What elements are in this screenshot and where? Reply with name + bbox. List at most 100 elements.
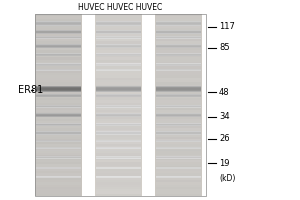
Bar (36, 23, 81, 25)
Bar (36, 187, 81, 189)
Bar (36, 73, 81, 75)
Bar (96, 150, 141, 153)
Bar (97, 24, 141, 25)
Bar (96, 166, 141, 169)
Bar (96, 155, 141, 157)
Bar (156, 41, 201, 44)
Bar (37, 131, 81, 132)
Bar (157, 86, 201, 87)
Text: (kD): (kD) (219, 174, 236, 183)
Bar (97, 148, 141, 149)
Bar (96, 64, 141, 66)
Bar (37, 45, 81, 46)
Bar (97, 44, 141, 45)
Bar (96, 25, 141, 28)
Bar (36, 112, 81, 114)
Bar (157, 96, 201, 97)
Bar (156, 25, 201, 28)
Bar (37, 177, 81, 178)
Bar (36, 39, 81, 41)
Bar (156, 21, 201, 23)
Bar (96, 123, 141, 125)
Bar (157, 147, 201, 148)
Bar (37, 123, 81, 124)
Bar (96, 53, 141, 55)
Bar (157, 106, 201, 107)
Bar (97, 94, 141, 95)
Bar (96, 173, 141, 176)
Bar (36, 171, 81, 173)
Bar (97, 22, 141, 23)
Bar (36, 98, 81, 100)
Bar (97, 23, 141, 24)
Bar (36, 166, 81, 169)
Text: HUVEC HUVEC HUVEC: HUVEC HUVEC HUVEC (78, 3, 162, 12)
Bar (36, 155, 81, 157)
Text: 117: 117 (219, 22, 235, 31)
Bar (97, 96, 141, 97)
Bar (97, 133, 141, 134)
Bar (37, 86, 81, 87)
Bar (37, 95, 81, 96)
Bar (157, 177, 201, 178)
Bar (97, 134, 141, 135)
Bar (156, 50, 201, 53)
Bar (156, 162, 201, 164)
Bar (36, 178, 81, 180)
Bar (96, 73, 141, 75)
Bar (96, 169, 141, 171)
Bar (36, 75, 81, 78)
Text: 34: 34 (219, 112, 230, 121)
Bar (37, 22, 81, 23)
Bar (156, 82, 201, 85)
Bar (96, 96, 141, 98)
Bar (157, 156, 201, 157)
Bar (157, 157, 201, 158)
Bar (157, 87, 201, 88)
Bar (96, 91, 141, 94)
Bar (156, 130, 201, 132)
Bar (156, 73, 201, 75)
Bar (37, 54, 81, 55)
Bar (37, 87, 81, 88)
Bar (156, 114, 201, 116)
Bar (37, 125, 81, 126)
Bar (37, 147, 81, 148)
Bar (96, 41, 141, 44)
Bar (156, 148, 201, 150)
Bar (96, 171, 141, 173)
Bar (156, 30, 201, 32)
Bar (96, 89, 141, 91)
Bar (157, 46, 201, 47)
Bar (96, 44, 141, 46)
Bar (157, 95, 201, 96)
Bar (97, 107, 141, 108)
Bar (36, 25, 81, 28)
Bar (37, 91, 81, 92)
Bar (97, 53, 141, 54)
Bar (96, 114, 141, 116)
Bar (157, 23, 201, 24)
Bar (157, 107, 201, 108)
Bar (36, 160, 81, 162)
Bar (37, 70, 81, 71)
Bar (96, 100, 141, 103)
Bar (96, 176, 141, 178)
Bar (157, 44, 201, 45)
Bar (156, 100, 201, 103)
Bar (96, 69, 141, 71)
Bar (37, 124, 81, 125)
Bar (36, 85, 81, 87)
Bar (37, 115, 81, 116)
Bar (37, 176, 81, 177)
Bar (156, 137, 201, 139)
Bar (36, 150, 81, 153)
Bar (96, 139, 141, 141)
Bar (96, 146, 141, 148)
Bar (156, 128, 201, 130)
Bar (97, 95, 141, 96)
Bar (156, 191, 201, 194)
Bar (37, 88, 81, 89)
Bar (36, 14, 81, 16)
Bar (97, 124, 141, 125)
